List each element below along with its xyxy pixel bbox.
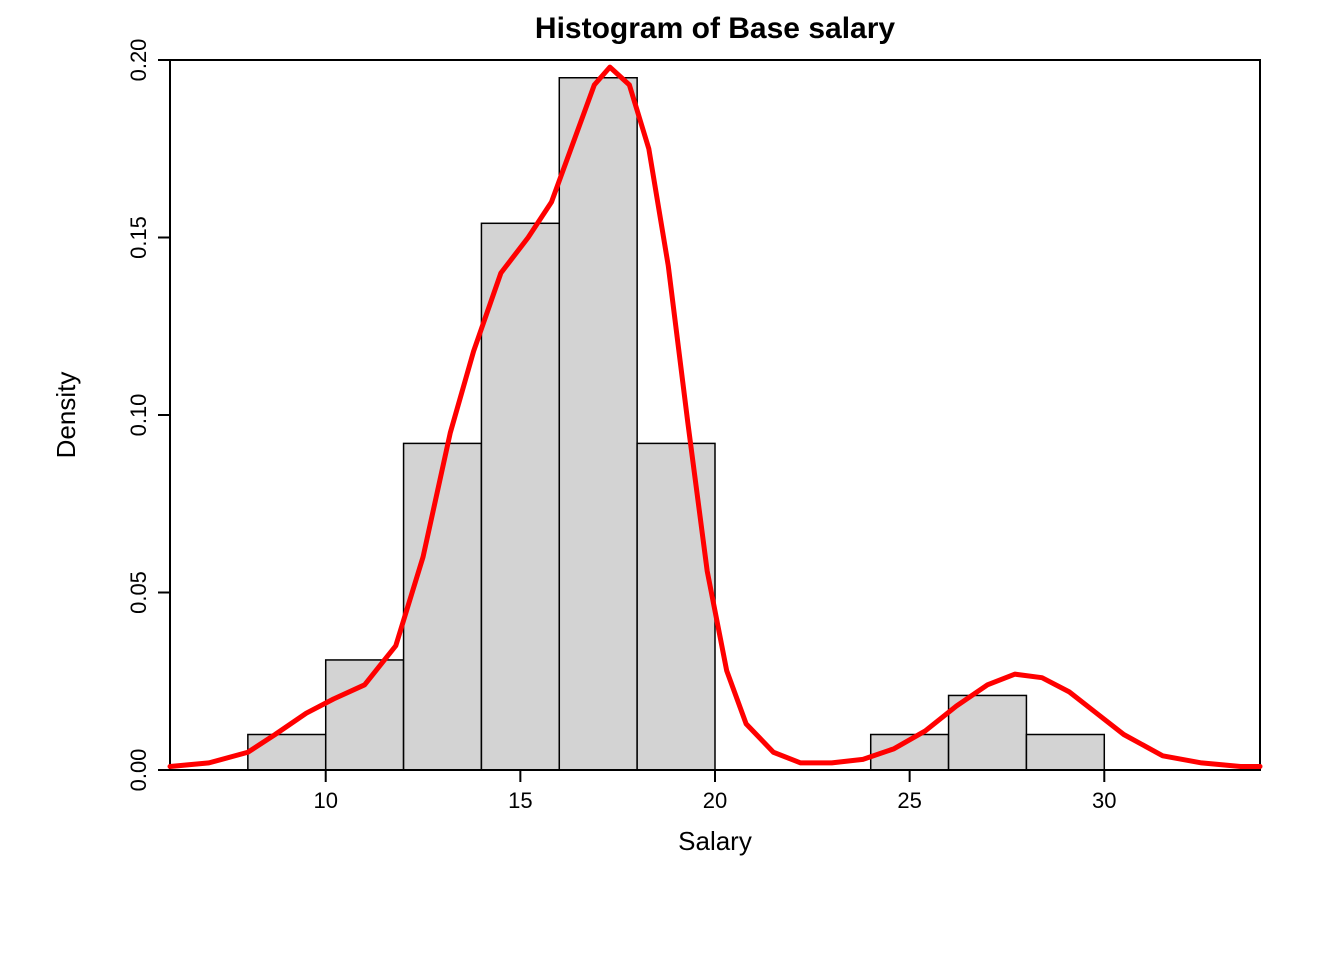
histogram-bar xyxy=(326,660,404,770)
x-tick-label: 10 xyxy=(313,788,337,813)
histogram-bar xyxy=(248,735,326,771)
x-tick-label: 20 xyxy=(703,788,727,813)
chart-container: 10 15 20 25 30 0.00 0.05 0.10 0.15 0.20 Histogra… xyxy=(0,0,1344,960)
x-tick-label: 30 xyxy=(1092,788,1116,813)
y-axis-ticks: 0.00 0.05 0.10 0.15 0.20 xyxy=(126,39,170,792)
histogram-bar xyxy=(481,223,559,770)
y-axis-label: Density xyxy=(51,372,81,459)
chart-title: Histogram of Base salary xyxy=(535,12,895,45)
y-tick-label: 0.05 xyxy=(126,571,151,614)
histogram-bar xyxy=(559,78,637,770)
x-axis-label: Salary xyxy=(678,826,752,856)
histogram-bar xyxy=(637,443,715,770)
y-tick-label: 0.10 xyxy=(126,394,151,437)
x-axis-ticks: 10 15 20 25 30 xyxy=(313,770,1116,813)
y-tick-label: 0.20 xyxy=(126,39,151,82)
x-tick-label: 15 xyxy=(508,788,532,813)
y-tick-label: 0.15 xyxy=(126,216,151,259)
histogram-bar xyxy=(404,443,482,770)
histogram-bar xyxy=(949,695,1027,770)
histogram-density-chart: 10 15 20 25 30 0.00 0.05 0.10 0.15 0.20 Histogra… xyxy=(0,0,1344,960)
x-tick-label: 25 xyxy=(897,788,921,813)
y-tick-label: 0.00 xyxy=(126,749,151,792)
histogram-bar xyxy=(1026,735,1104,771)
